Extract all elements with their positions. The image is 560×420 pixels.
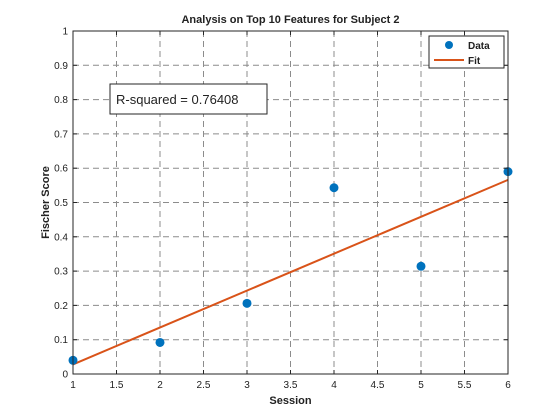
y-tick-label: 0.3 (54, 267, 68, 278)
x-tick-label: 1 (70, 380, 76, 391)
x-tick-label: 6 (505, 380, 511, 391)
data-series (68, 167, 513, 365)
grid-lines (73, 31, 508, 374)
data-point (416, 261, 426, 271)
legend: Data Fit (428, 35, 505, 69)
x-tick-label: 5.5 (458, 380, 472, 391)
y-tick-label: 0.8 (54, 95, 68, 106)
x-tick-label: 4.5 (371, 380, 385, 391)
y-axis-label: Fischer Score (40, 166, 52, 239)
y-tick-label: 0.9 (54, 61, 68, 72)
y-tick-label: 0.4 (54, 232, 68, 243)
y-tick-label: 0.1 (54, 335, 68, 346)
ticks: 1 1.5 2 2.5 3 3.5 4 4.5 5 5.5 6 0 0.1 0.2 0.3 0.4 0.5 0.6… (54, 27, 511, 392)
x-tick-label: 5 (418, 380, 424, 391)
data-point (329, 183, 339, 193)
x-tick-label: 4 (331, 380, 337, 391)
annotation-box: R-squared = 0.76408 (109, 83, 268, 115)
y-tick-label: 0.5 (54, 198, 68, 209)
data-point (155, 337, 165, 347)
x-tick-label: 3.5 (284, 380, 298, 391)
x-tick-label: 2.5 (197, 380, 211, 391)
x-tick-label: 3 (244, 380, 250, 391)
r-squared-annotation: R-squared = 0.76408 (116, 92, 239, 107)
x-axis-label: Session (269, 395, 311, 407)
y-tick-label: 0.7 (54, 129, 68, 140)
fit-line (72, 178, 509, 366)
fit-series (72, 178, 509, 366)
chart-title: Analysis on Top 10 Features for Subject … (181, 14, 399, 26)
legend-fit-label: Fit (468, 56, 481, 67)
data-point (242, 298, 252, 308)
y-tick-label: 0.2 (54, 301, 68, 312)
y-tick-label: 0 (62, 370, 68, 381)
legend-data-marker (445, 41, 453, 49)
x-tick-label: 1.5 (110, 380, 124, 391)
x-tick-label: 2 (157, 380, 163, 391)
y-tick-label: 0.6 (54, 164, 68, 175)
y-tick-label: 1 (62, 27, 68, 38)
legend-data-label: Data (468, 41, 490, 52)
